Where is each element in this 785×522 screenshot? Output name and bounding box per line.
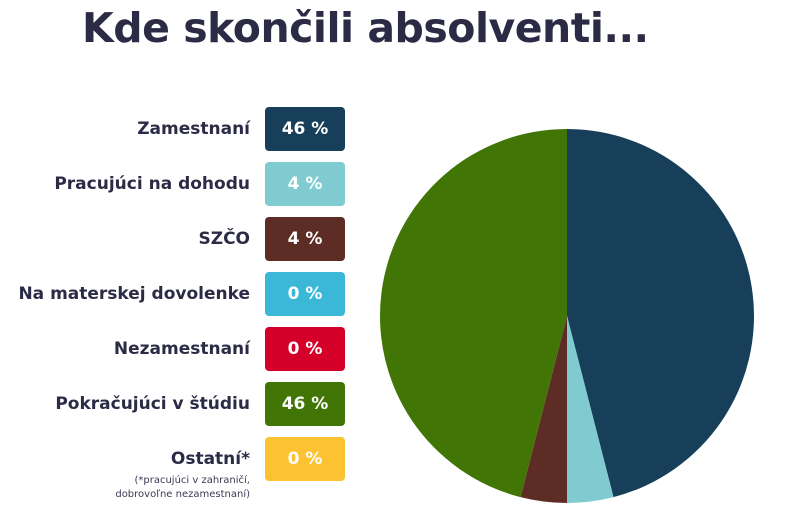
legend-item: Pokračujúci v štúdiu 46 % (0, 382, 345, 426)
value-badge: 4 % (265, 217, 345, 261)
pie-slice (520, 316, 567, 503)
value-badge: 4 % (265, 162, 345, 206)
pie-slice (379, 129, 567, 498)
legend-label: SZČO (198, 229, 251, 249)
legend-label: Zamestnaní (137, 119, 250, 139)
pie-slice (567, 316, 614, 503)
page-title: Kde skončili absolventi... (82, 4, 649, 52)
legend-item: Na materskej dovolenke 0 % (0, 272, 345, 316)
legend-item: Nezamestnaní 0 % (0, 327, 345, 371)
value-badge: 46 % (265, 107, 345, 151)
value-badge: 0 % (265, 437, 345, 481)
footnote: (*pracujúci v zahraničí, dobrovoľne neza… (115, 474, 250, 502)
value-badge: 0 % (265, 272, 345, 316)
legend-label: Pokračujúci v štúdiu (55, 394, 250, 414)
legend-label: Nezamestnaní (113, 339, 250, 359)
value-badge: 0 % (265, 327, 345, 371)
pie-slice (567, 129, 755, 498)
legend-label: Na materskej dovolenke (18, 284, 250, 304)
footnote-line: dobrovoľne nezamestnaní) (115, 489, 250, 500)
legend-label: Pracujúci na dohodu (54, 174, 250, 194)
legend-item: Zamestnaní 46 % (0, 107, 345, 151)
footnote-line: (*pracujúci v zahraničí, (134, 475, 250, 486)
legend-item: Pracujúci na dohodu 4 % (0, 162, 345, 206)
legend-label: Ostatní* (170, 449, 250, 469)
legend-item: Ostatní* 0 % (0, 437, 345, 481)
legend-item: SZČO 4 % (0, 217, 345, 261)
value-badge: 46 % (265, 382, 345, 426)
